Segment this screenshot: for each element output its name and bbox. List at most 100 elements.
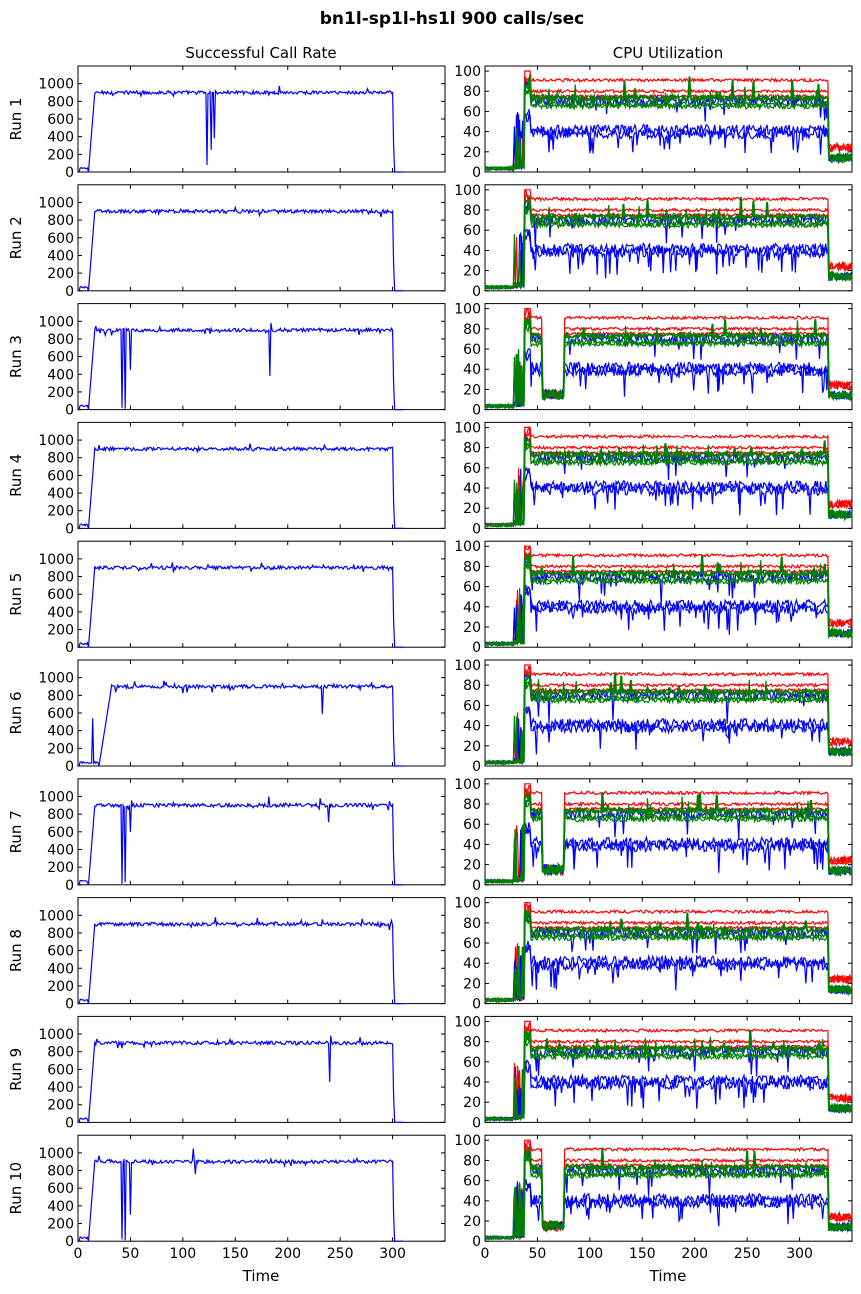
y-tick-label: 200 — [47, 979, 74, 995]
cpu-panel: 0 20 40 60 80 100 — [454, 539, 853, 656]
y-tick-label: 40 — [463, 837, 481, 853]
row-label: Run 3 — [7, 335, 25, 378]
y-tick-label: 800 — [47, 688, 74, 704]
y-tick-label: 0 — [472, 759, 481, 775]
y-tick-label: 200 — [47, 1217, 74, 1233]
plot-frame — [77, 1134, 446, 1242]
y-tick-label: 400 — [47, 130, 74, 146]
plot-frame — [484, 1015, 853, 1123]
y-tick-label: 0 — [65, 403, 74, 419]
cpu-line — [484, 679, 853, 765]
cpu-line — [484, 70, 853, 172]
plot-frame — [484, 897, 853, 1005]
cpu-line — [484, 425, 853, 528]
cpu-panel: 0 20 40 60 80 100 — [454, 420, 853, 537]
x-tick-label: 0 — [74, 1246, 83, 1262]
x-tick-label: 150 — [629, 1246, 656, 1262]
y-tick-label: 60 — [463, 223, 481, 239]
cpu-line — [484, 435, 853, 528]
y-tick-label: 60 — [463, 580, 481, 596]
y-tick-label: 20 — [463, 264, 481, 280]
cpu-line — [484, 666, 853, 765]
cpu-line — [484, 1182, 853, 1241]
y-tick-label: 80 — [463, 916, 481, 932]
call-rate-line — [78, 680, 404, 767]
x-tick-label: 50 — [122, 1246, 140, 1262]
y-tick-label: 600 — [47, 587, 74, 603]
cpu-panel: 0 20 40 60 80 100 — [454, 302, 853, 419]
cpu-panel: 0 20 40 60 80 100 — [454, 1014, 853, 1131]
y-tick-label: 0 — [472, 640, 481, 656]
y-tick-label: 1000 — [38, 77, 74, 93]
x-tick-label: 0 — [481, 1246, 490, 1262]
y-tick-label: 600 — [47, 706, 74, 722]
cpu-line — [484, 112, 853, 171]
y-tick-label: 1000 — [38, 671, 74, 687]
call-rate-line — [78, 322, 404, 411]
right-column-title: CPU Utilization — [613, 44, 723, 62]
y-tick-label: 40 — [463, 243, 481, 259]
cpu-line — [484, 1020, 853, 1122]
cpu-line — [484, 584, 853, 647]
plot-frame — [484, 421, 853, 529]
cpu-line — [484, 784, 853, 884]
left-x-axis-label: Time — [242, 1267, 280, 1285]
cpu-line — [484, 231, 853, 290]
y-tick-label: 800 — [47, 1164, 74, 1180]
y-tick-label: 20 — [463, 739, 481, 755]
cpu-line — [484, 1063, 853, 1123]
y-tick-label: 60 — [463, 1055, 481, 1071]
row-label: Run 4 — [7, 454, 25, 497]
cpu-line — [484, 1139, 853, 1241]
call-rate-line — [78, 85, 404, 173]
y-tick-label: 80 — [463, 1153, 481, 1169]
cpu-line — [484, 466, 853, 528]
plot-frame — [484, 659, 853, 767]
cpu-line — [484, 471, 853, 528]
call-rate-line — [78, 1035, 404, 1124]
y-tick-label: 100 — [454, 777, 481, 793]
cpu-line — [484, 347, 853, 409]
row-label: Run 6 — [7, 691, 25, 734]
y-tick-label: 0 — [65, 284, 74, 300]
cpu-panel: 0 20 40 60 80 100 — [454, 658, 853, 775]
plot-frame — [77, 778, 446, 886]
y-tick-label: 40 — [463, 719, 481, 735]
y-tick-label: 100 — [454, 64, 481, 80]
cpu-line — [484, 228, 853, 291]
y-tick-label: 400 — [47, 961, 74, 977]
plot-frame — [77, 65, 446, 173]
y-tick-label: 600 — [47, 231, 74, 247]
y-tick-label: 400 — [47, 248, 74, 264]
y-tick-label: 60 — [463, 698, 481, 714]
y-tick-label: 40 — [463, 1194, 481, 1210]
plot-frame — [484, 65, 853, 173]
cpu-line — [484, 552, 853, 647]
cpu-line — [484, 1138, 853, 1240]
y-tick-label: 800 — [47, 332, 74, 348]
y-tick-label: 400 — [47, 842, 74, 858]
y-tick-label: 400 — [47, 1080, 74, 1096]
plot-frame — [77, 540, 446, 648]
y-tick-label: 800 — [47, 213, 74, 229]
y-tick-label: 40 — [463, 956, 481, 972]
y-tick-label: 200 — [47, 266, 74, 282]
y-tick-label: 60 — [463, 104, 481, 120]
y-tick-label: 0 — [472, 878, 481, 894]
cpu-line — [484, 563, 853, 647]
y-tick-label: 20 — [463, 1095, 481, 1111]
cpu-line — [484, 545, 853, 646]
y-tick-label: 0 — [65, 521, 74, 537]
x-tick-label: 300 — [379, 1246, 406, 1262]
cpu-line — [484, 916, 853, 1003]
y-tick-label: 1000 — [38, 314, 74, 330]
cpu-line — [484, 544, 853, 646]
y-tick-label: 40 — [463, 362, 481, 378]
y-tick-label: 600 — [47, 944, 74, 960]
cpu-line — [484, 441, 853, 528]
y-tick-label: 80 — [463, 797, 481, 813]
cpu-line — [484, 441, 853, 528]
